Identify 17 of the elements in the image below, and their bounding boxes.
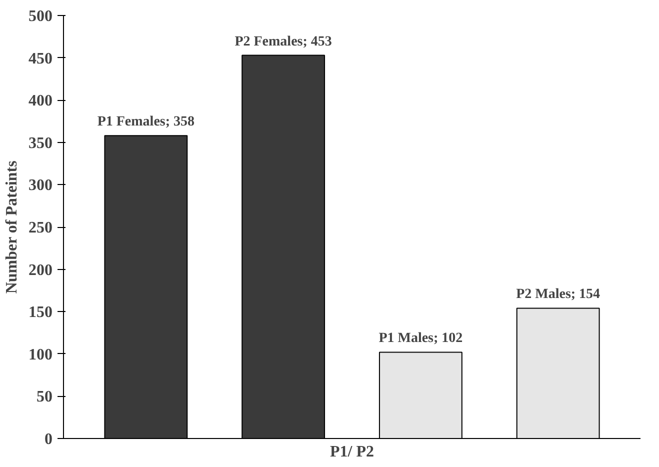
y-tick-label: 50 [36, 388, 52, 406]
y-tick-label: 250 [28, 220, 52, 236]
data-label: P1 Males; 102 [378, 331, 463, 346]
y-tick-label: 450 [28, 50, 52, 68]
y-tick-label: 300 [28, 177, 52, 194]
y-tick-label: 500 [28, 8, 52, 25]
y-tick-label: 350 [28, 134, 52, 152]
y-tick-label: 100 [28, 346, 52, 364]
y-tick-label: 200 [28, 262, 52, 279]
y-tick-label: 150 [28, 304, 52, 322]
y-tick-label: 0 [44, 431, 52, 448]
data-label: P2 Males; 154 [516, 287, 600, 302]
data-label: P1 Females; 358 [97, 114, 195, 130]
y-axis-title: Number of Pateints [4, 160, 20, 294]
x-axis-title: P1/ P2 [330, 444, 374, 460]
y-tick-label: 400 [28, 92, 52, 110]
data-label: P2 Females; 453 [234, 34, 332, 50]
